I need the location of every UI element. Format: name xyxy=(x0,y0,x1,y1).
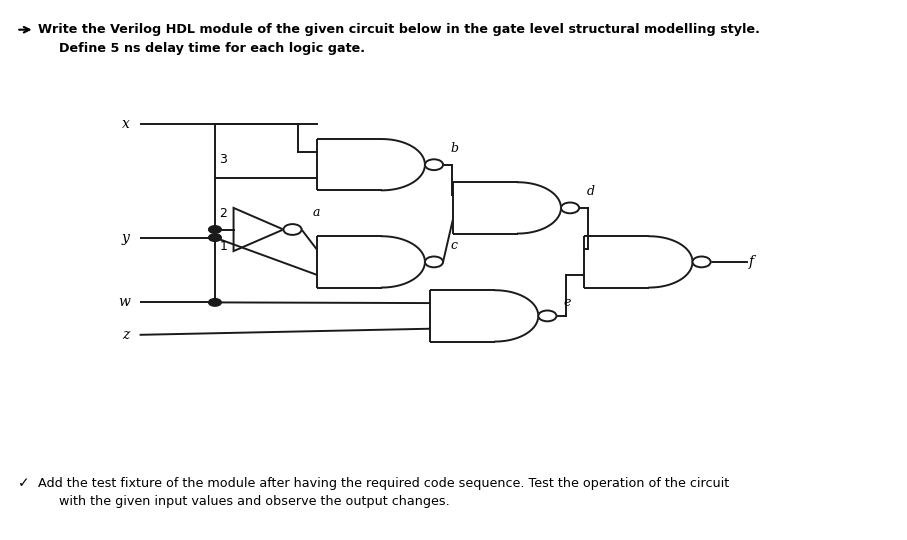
Circle shape xyxy=(561,202,580,213)
Text: x: x xyxy=(122,117,130,131)
Text: Add the test fixture of the module after having the required code sequence. Test: Add the test fixture of the module after… xyxy=(38,477,729,490)
Circle shape xyxy=(693,256,711,267)
Text: b: b xyxy=(450,142,458,155)
Text: y: y xyxy=(122,231,130,245)
Text: Write the Verilog HDL module of the given circuit below in the gate level struct: Write the Verilog HDL module of the give… xyxy=(38,23,760,36)
Text: ✓: ✓ xyxy=(18,476,30,490)
Text: with the given input values and observe the output changes.: with the given input values and observe … xyxy=(59,495,450,508)
Text: a: a xyxy=(312,206,320,219)
Circle shape xyxy=(209,299,221,306)
Text: c: c xyxy=(450,239,457,252)
Circle shape xyxy=(424,256,443,267)
Circle shape xyxy=(424,159,443,170)
Text: z: z xyxy=(122,328,130,342)
Text: 3: 3 xyxy=(219,153,228,166)
Text: d: d xyxy=(587,185,594,198)
Circle shape xyxy=(209,226,221,233)
Circle shape xyxy=(283,224,301,235)
Text: w: w xyxy=(118,295,130,309)
Text: e: e xyxy=(564,296,571,309)
Text: 2: 2 xyxy=(219,207,228,220)
Text: Define 5 ns delay time for each logic gate.: Define 5 ns delay time for each logic ga… xyxy=(59,42,365,55)
Circle shape xyxy=(538,310,557,321)
Circle shape xyxy=(209,234,221,241)
Text: f: f xyxy=(749,255,754,269)
Text: 1: 1 xyxy=(219,240,228,253)
